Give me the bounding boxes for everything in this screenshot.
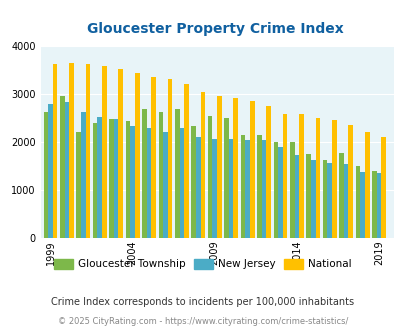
Bar	[118, 69, 123, 238]
Bar	[53, 64, 57, 238]
Bar	[256, 135, 261, 238]
Bar	[109, 119, 113, 238]
Bar	[294, 155, 298, 238]
Bar	[355, 166, 359, 238]
Bar	[343, 164, 347, 238]
Bar	[81, 112, 85, 238]
Bar	[289, 142, 294, 238]
Bar	[191, 126, 196, 238]
Bar	[76, 132, 81, 238]
Bar	[315, 118, 320, 238]
Bar	[126, 121, 130, 238]
Bar	[179, 128, 184, 238]
Bar	[151, 77, 156, 238]
Bar	[322, 160, 327, 238]
Bar	[371, 171, 376, 238]
Bar	[69, 63, 74, 238]
Bar	[167, 79, 172, 238]
Bar	[175, 109, 179, 238]
Bar	[64, 102, 69, 238]
Text: Gloucester Property Crime Index: Gloucester Property Crime Index	[87, 22, 343, 36]
Bar	[212, 139, 217, 238]
Bar	[134, 73, 139, 238]
Bar	[245, 140, 249, 238]
Bar	[217, 96, 221, 238]
Bar	[228, 139, 233, 238]
Bar	[310, 160, 315, 238]
Bar	[163, 132, 167, 238]
Bar	[158, 112, 163, 238]
Bar	[93, 123, 97, 238]
Bar	[130, 126, 134, 238]
Bar	[102, 66, 107, 238]
Bar	[273, 142, 277, 238]
Bar	[200, 92, 205, 238]
Bar	[240, 135, 245, 238]
Bar	[85, 64, 90, 238]
Bar	[266, 106, 270, 238]
Bar	[97, 116, 102, 238]
Legend: Gloucester Township, New Jersey, National: Gloucester Township, New Jersey, Nationa…	[50, 255, 355, 274]
Bar	[224, 118, 228, 238]
Bar	[380, 137, 385, 238]
Bar	[261, 141, 266, 238]
Bar	[207, 115, 212, 238]
Bar	[306, 154, 310, 238]
Bar	[277, 147, 282, 238]
Text: Crime Index corresponds to incidents per 100,000 inhabitants: Crime Index corresponds to incidents per…	[51, 297, 354, 307]
Bar	[339, 153, 343, 238]
Bar	[331, 120, 336, 238]
Bar	[376, 174, 380, 238]
Bar	[146, 128, 151, 238]
Bar	[60, 96, 64, 238]
Bar	[184, 83, 188, 238]
Bar	[249, 101, 254, 238]
Bar	[113, 119, 118, 238]
Bar	[282, 114, 287, 238]
Bar	[327, 163, 331, 238]
Text: © 2025 CityRating.com - https://www.cityrating.com/crime-statistics/: © 2025 CityRating.com - https://www.city…	[58, 317, 347, 326]
Bar	[43, 112, 48, 238]
Bar	[298, 114, 303, 238]
Bar	[233, 98, 237, 238]
Bar	[142, 109, 146, 238]
Bar	[347, 125, 352, 238]
Bar	[196, 137, 200, 238]
Bar	[364, 132, 369, 238]
Bar	[48, 104, 53, 238]
Bar	[359, 172, 364, 238]
